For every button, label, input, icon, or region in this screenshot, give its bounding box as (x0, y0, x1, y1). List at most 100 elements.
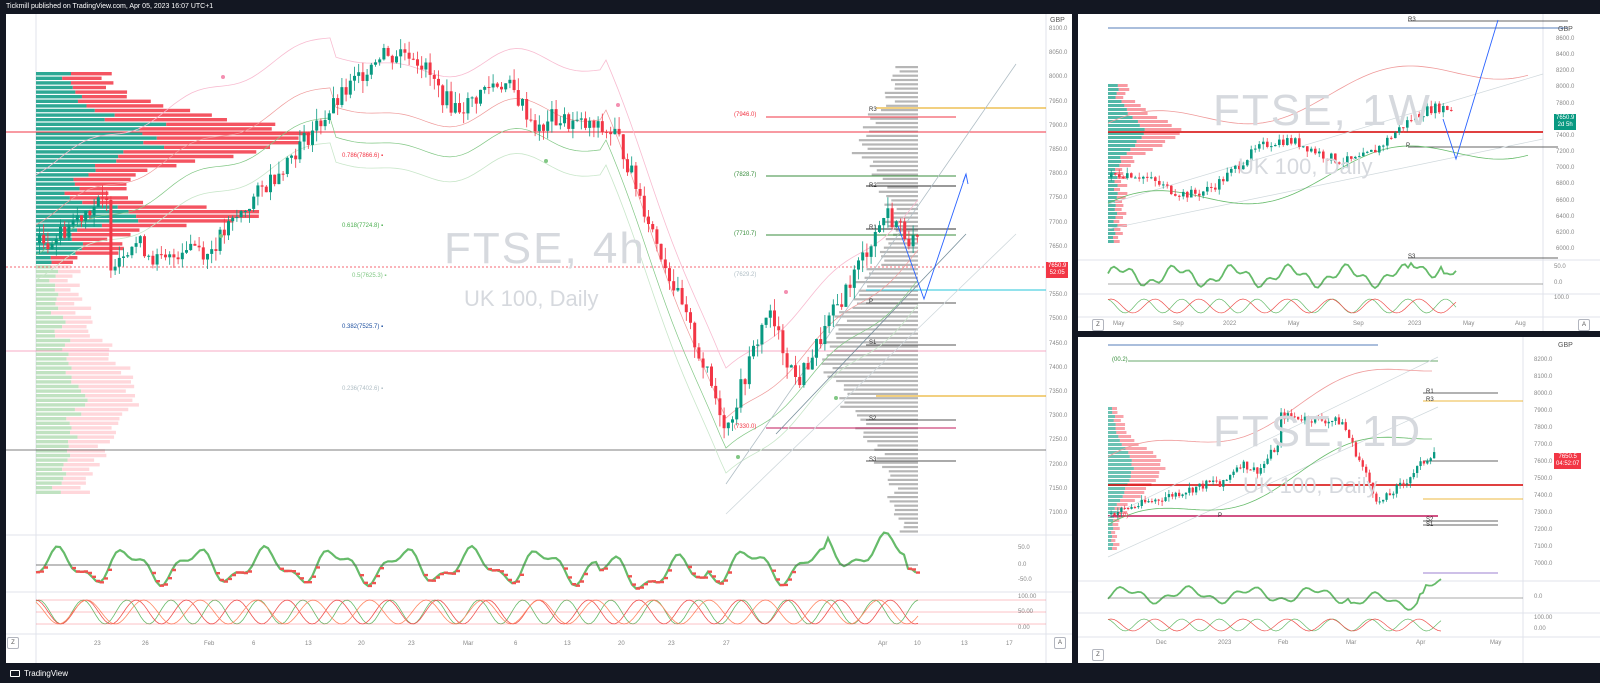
main-vp-buy-bar (36, 476, 64, 481)
daily-y-label: 7100.0 (1534, 544, 1553, 550)
daily-candle-body (1161, 500, 1164, 502)
main-candle-body (571, 120, 575, 129)
main-chart-pane[interactable]: FTSE, 4h UK 100, Daily GBP 8100.0 8050.0 8… (6, 14, 1072, 663)
weekly-vp-buy (1108, 96, 1116, 99)
main-candle-body (794, 365, 797, 377)
daily-candle-body (1140, 499, 1143, 506)
main-vp-sell-bar (139, 127, 272, 131)
main-candle-body (873, 231, 877, 247)
weekly-vp-buy (1108, 108, 1127, 111)
main-chart-svg[interactable] (6, 14, 1072, 663)
main-vp-buy-bar (36, 311, 52, 315)
weekly-vp-buy (1108, 232, 1116, 235)
main-candle-body (365, 74, 369, 81)
main-vp-sell-bar (128, 210, 260, 214)
main-marker-dot (544, 159, 548, 163)
main-y-label: 8100.0 (1049, 26, 1068, 32)
main-watermark-subtitle: UK 100, Daily (464, 286, 599, 311)
weekly-vp-buy (1108, 160, 1122, 163)
daily-chart-pane[interactable]: FTSE, 1D UK 100, Daily GBP 8200.0 8100.0 8… (1078, 337, 1600, 663)
main-vp-buy-bar (36, 173, 89, 177)
weekly-rsi-line (1107, 261, 1457, 290)
main-vp-right-bar (838, 328, 918, 331)
main-candle-body (71, 220, 75, 226)
main-candle-body (399, 49, 403, 57)
daily-vp-sell (1111, 531, 1116, 534)
daily-candle-body (1232, 471, 1235, 475)
main-vp-sell-bar (55, 334, 90, 338)
main-vp-right-bar (894, 100, 918, 103)
main-candle-body (710, 366, 713, 386)
main-vp-right-bar (826, 341, 918, 344)
daily-vp-sell (1131, 471, 1160, 474)
daily-candle-body (1154, 499, 1157, 502)
main-candle-body (122, 256, 125, 258)
main-vp-right-bar (864, 276, 918, 279)
daily-vp-buy (1108, 455, 1130, 458)
main-candle-body (621, 134, 625, 160)
publish-header: Tickmill published on TradingView.com, A… (0, 0, 1600, 14)
main-candle-body (63, 226, 67, 238)
daily-vp-sell (1124, 491, 1145, 494)
main-vp-sell-bar (75, 90, 128, 94)
weekly-auto-button[interactable]: A (1578, 319, 1590, 331)
daily-vp-buy (1108, 451, 1129, 454)
weekly-candle-body (1230, 168, 1233, 173)
main-vp-buy-bar (36, 384, 79, 389)
main-vp-sell-bar (94, 164, 177, 168)
daily-candle-body (1348, 430, 1351, 438)
weekly-pivot-label: R3 (1408, 17, 1416, 23)
main-candle-body (554, 109, 558, 126)
daily-y-label: 7600.0 (1534, 459, 1553, 465)
main-vp-sell-bar (50, 256, 78, 260)
main-vp-right-bar (888, 225, 918, 228)
main-candle-body (542, 124, 545, 131)
main-vp-buy-bar (36, 329, 55, 333)
main-z-button[interactable]: Z (7, 637, 19, 649)
main-vp-right-bar (892, 74, 918, 77)
main-candle-body (672, 281, 676, 291)
main-vp-right-bar (876, 457, 918, 460)
main-vp-sell-bar (77, 99, 151, 103)
main-auto-button[interactable]: A (1054, 637, 1066, 649)
main-vp-buy-bar (36, 366, 72, 370)
weekly-z-button[interactable]: Z (1092, 319, 1104, 331)
main-candle-body (815, 339, 818, 358)
daily-candle-body (1276, 445, 1279, 453)
daily-z-button[interactable]: Z (1092, 649, 1104, 661)
weekly-vp-sell (1115, 232, 1123, 235)
main-vp-buy-bar (36, 288, 55, 292)
main-vp-buy-bar (36, 463, 64, 467)
footer-bar: TradingView (0, 664, 1600, 683)
main-vp-right-bar (836, 379, 918, 383)
daily-vp-sell (1113, 419, 1121, 422)
main-candle-body (407, 52, 411, 59)
main-vp-right-bar (880, 109, 918, 112)
main-vp-right-bar (869, 164, 918, 168)
main-candle-body (647, 216, 650, 225)
daily-channel (1107, 406, 1439, 558)
weekly-osc-label: 0.0 (1554, 280, 1563, 286)
main-vp-buy-bar (36, 279, 50, 283)
weekly-chart-svg[interactable] (1078, 14, 1600, 331)
main-vp-right-bar (827, 375, 918, 378)
main-candle-body (878, 225, 881, 232)
main-candle-body (382, 47, 386, 60)
main-vp-right-bar (835, 324, 918, 327)
main-marker-dot (834, 396, 838, 400)
weekly-y-label: 7000.0 (1556, 165, 1575, 172)
daily-chart-svg[interactable] (1078, 337, 1600, 663)
main-vp-sell-bar (138, 219, 234, 223)
weekly-candle-body (1214, 187, 1217, 190)
weekly-chart-pane[interactable]: FTSE, 1W UK 100, Daily GBP 8600.0 8400.0 8… (1078, 14, 1600, 331)
main-candle-body (567, 114, 571, 129)
daily-vp-buy (1108, 495, 1123, 498)
weekly-projection-path (1442, 19, 1499, 161)
main-candle-body (605, 131, 608, 133)
main-x-label: Feb (204, 641, 215, 647)
main-vp-right-bar (876, 182, 918, 185)
main-candle-body (210, 249, 214, 254)
daily-vp-buy (1108, 427, 1116, 430)
main-candle-body (836, 304, 839, 306)
tradingview-logo[interactable]: TradingView (10, 667, 68, 680)
